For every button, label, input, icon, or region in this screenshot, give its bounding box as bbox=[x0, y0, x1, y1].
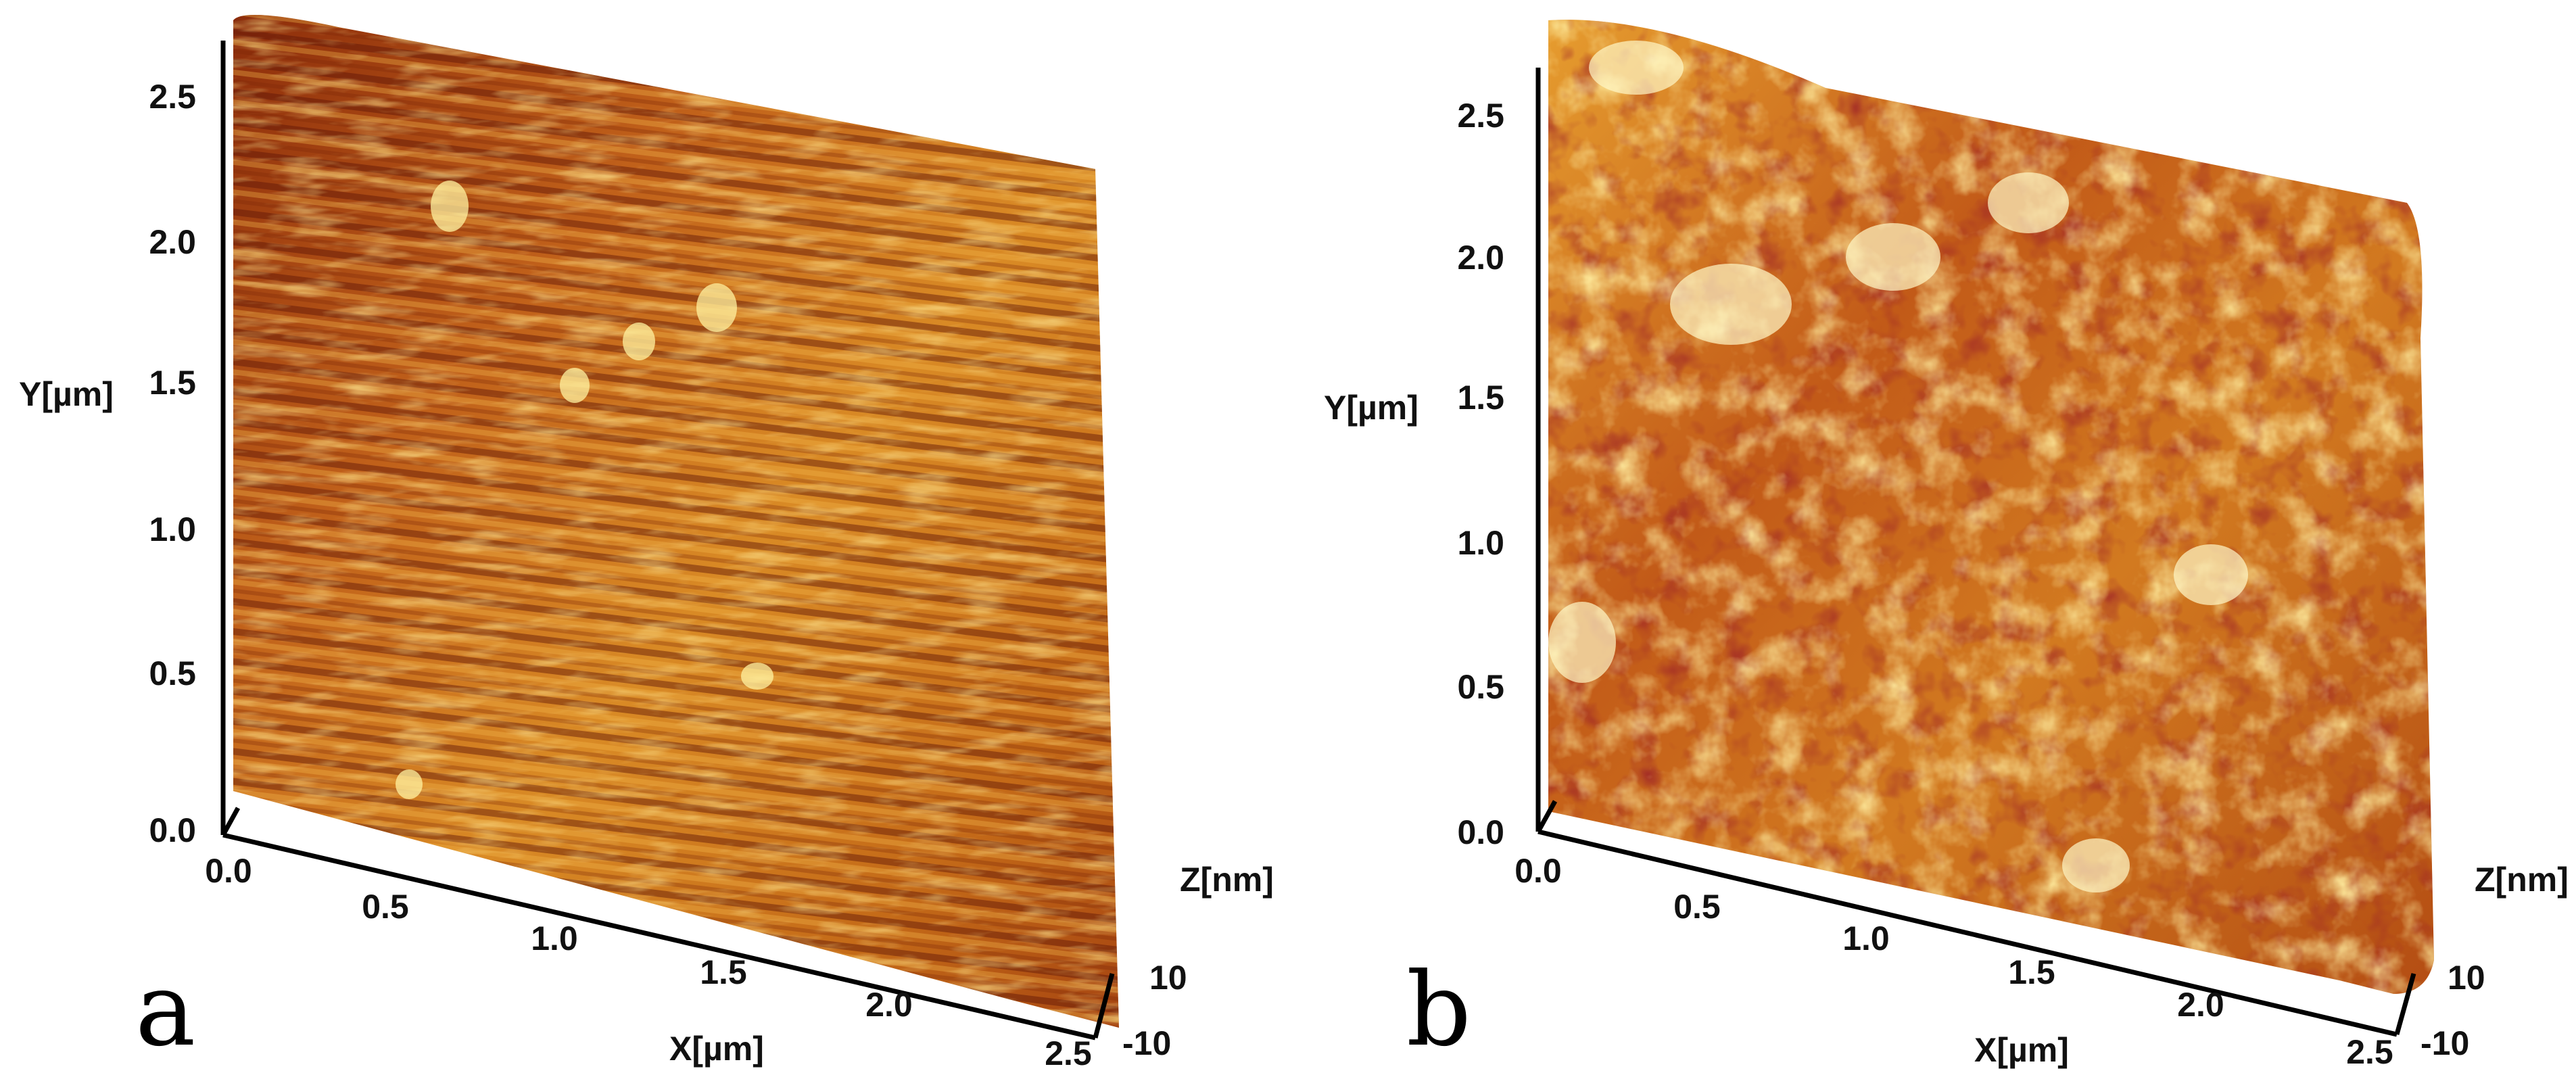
panel-a: 2.5 2.0 1.5 1.0 0.5 0.0 Y[µm] 0.0 0.5 1.… bbox=[19, 15, 1274, 1072]
y-tick: 2.0 bbox=[149, 223, 196, 261]
panel-b: 2.5 2.0 1.5 1.0 0.5 0.0 Y[µm] 0.0 0.5 1.… bbox=[1324, 20, 2569, 1071]
afm-surface-a bbox=[233, 15, 1119, 1028]
z-tick: 10 bbox=[2448, 959, 2485, 997]
panel-letter-a: a bbox=[135, 951, 195, 1069]
x-tick: 2.5 bbox=[1045, 1034, 1092, 1072]
x-axis-label: X[µm] bbox=[669, 1030, 764, 1068]
axes-b bbox=[1535, 68, 2416, 1037]
y-tick: 1.5 bbox=[149, 364, 196, 402]
x-tick: 1.0 bbox=[1842, 920, 1890, 957]
z-tick: -10 bbox=[1122, 1024, 1171, 1062]
x-tick: 1.5 bbox=[700, 953, 747, 991]
axes-a bbox=[220, 41, 1115, 1041]
y-tick: 0.0 bbox=[1457, 813, 1504, 851]
x-tick: 1.5 bbox=[2008, 953, 2055, 991]
y-tick: 2.5 bbox=[149, 78, 196, 116]
y-ticks-b: 2.5 2.0 1.5 1.0 0.5 0.0 bbox=[1457, 97, 1504, 851]
x-tick: 2.0 bbox=[2177, 986, 2224, 1024]
y-tick: 1.0 bbox=[1457, 524, 1504, 562]
y-tick: 0.5 bbox=[149, 654, 196, 692]
z-tick: -10 bbox=[2420, 1024, 2469, 1062]
z-axis-label: Z[nm] bbox=[1180, 861, 1274, 899]
y-axis-label: Y[µm] bbox=[19, 375, 114, 413]
x-tick: 2.0 bbox=[865, 986, 913, 1024]
y-ticks-a: 2.5 2.0 1.5 1.0 0.5 0.0 bbox=[149, 78, 196, 849]
x-ticks-a: 0.0 0.5 1.0 1.5 2.0 2.5 bbox=[205, 852, 1092, 1072]
y-axis-label: Y[µm] bbox=[1324, 389, 1418, 427]
x-ticks-b: 0.0 0.5 1.0 1.5 2.0 2.5 bbox=[1514, 852, 2393, 1071]
x-tick: 1.0 bbox=[531, 920, 578, 957]
surface-highlights-a bbox=[396, 181, 773, 799]
x-tick: 2.5 bbox=[2346, 1033, 2393, 1071]
y-tick: 0.0 bbox=[149, 811, 196, 849]
afm-surface-b bbox=[1548, 20, 2434, 995]
y-tick: 1.0 bbox=[149, 510, 196, 548]
x-tick: 0.5 bbox=[1673, 888, 1721, 926]
y-tick: 2.0 bbox=[1457, 239, 1504, 277]
y-tick: 1.5 bbox=[1457, 379, 1504, 416]
panel-letter-b: b bbox=[1406, 951, 1471, 1069]
x-axis-label: X[µm] bbox=[1974, 1031, 2069, 1069]
y-tick: 2.5 bbox=[1457, 97, 1504, 135]
z-axis-label: Z[nm] bbox=[2475, 861, 2569, 899]
x-tick: 0.0 bbox=[1514, 852, 1562, 890]
y-tick: 0.5 bbox=[1457, 668, 1504, 706]
x-tick: 0.5 bbox=[362, 888, 409, 926]
z-tick: 10 bbox=[1149, 959, 1187, 997]
x-tick: 0.0 bbox=[205, 852, 252, 890]
surface-highlights-b bbox=[1548, 41, 2248, 892]
